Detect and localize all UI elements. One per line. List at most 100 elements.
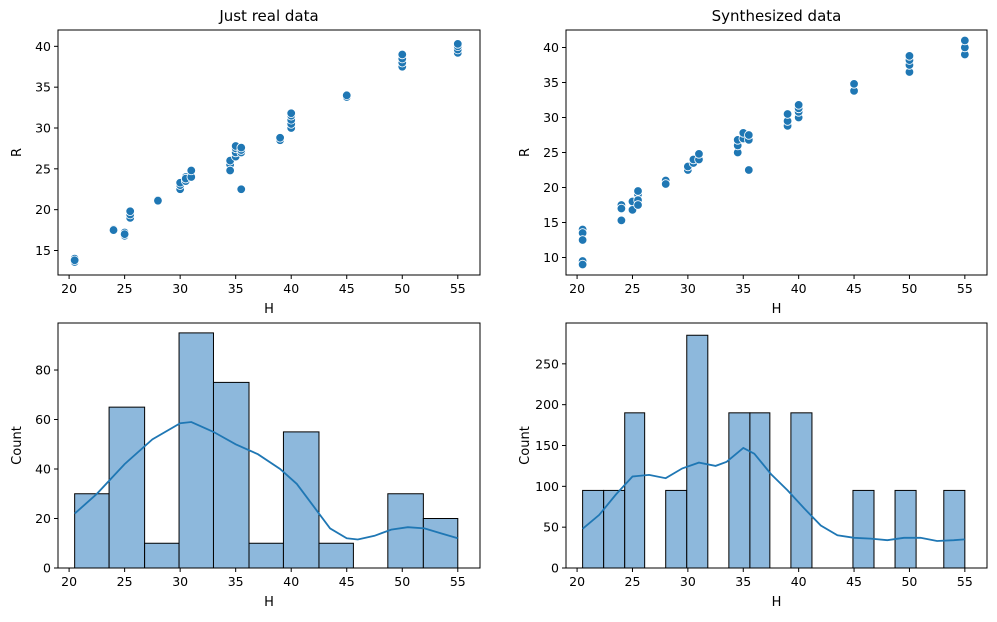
x-tick-label: 45 xyxy=(339,574,355,589)
scatter-point xyxy=(577,235,588,245)
histogram-bar xyxy=(387,493,424,569)
y-tick-label: 200 xyxy=(535,397,559,412)
chart-title: Synthesized data xyxy=(712,7,842,25)
histogram-bar xyxy=(582,489,605,569)
y-axis-label: Count xyxy=(518,426,533,465)
y-tick-label: 15 xyxy=(543,215,559,230)
y-tick-label: 35 xyxy=(35,80,51,95)
x-tick-label: 50 xyxy=(901,281,917,296)
histogram-bar xyxy=(603,489,626,569)
y-tick-label: 40 xyxy=(35,462,51,477)
histogram-bar xyxy=(943,489,966,569)
axes-frame xyxy=(57,322,481,569)
y-tick-label: 0 xyxy=(551,561,559,576)
scatter-point xyxy=(236,184,246,194)
kde-line xyxy=(582,446,965,542)
x-tick-label: 40 xyxy=(791,574,807,589)
y-axis-label: Count xyxy=(10,426,25,465)
y-tick-label: 50 xyxy=(543,520,559,535)
x-tick-label: 20 xyxy=(61,281,77,296)
histogram-bar xyxy=(178,332,214,569)
scatter-point xyxy=(125,206,135,217)
y-tick-label: 30 xyxy=(543,110,559,125)
scatter-point xyxy=(744,165,754,175)
histogram-bar xyxy=(144,542,180,569)
scatter-point xyxy=(397,49,407,60)
scatter-point xyxy=(616,203,627,214)
histogram-bar xyxy=(894,489,917,569)
histogram-bar xyxy=(665,489,688,569)
x-tick-label: 55 xyxy=(957,281,973,296)
scatter-plot-synthesized: 20 25 30 35 40 45 50 55 10 15 20 25 30 35 40 H R Synthesi… xyxy=(518,7,988,317)
kde-line xyxy=(74,421,459,541)
scatter-point xyxy=(186,165,196,176)
x-tick-label: 40 xyxy=(283,281,299,296)
y-tick-label: 25 xyxy=(35,161,51,176)
y-tick-label: 40 xyxy=(543,40,559,55)
x-tick-label: 25 xyxy=(625,281,641,296)
histogram-bar xyxy=(686,334,709,569)
histogram-bar xyxy=(422,518,459,569)
histogram-bar xyxy=(749,412,771,569)
y-tick-label: 15 xyxy=(35,243,51,258)
axes-frame xyxy=(565,29,988,276)
scatter-point xyxy=(119,229,130,239)
x-tick-label: 45 xyxy=(339,281,355,296)
scatter-point xyxy=(616,215,627,226)
scatter-plot-real: 20 25 30 35 40 45 50 55 15 20 25 30 35 40 H R Just real … xyxy=(10,7,481,317)
y-tick-label: 10 xyxy=(543,250,559,265)
scatter-point xyxy=(69,255,80,265)
x-tick-label: 35 xyxy=(228,574,244,589)
x-tick-label: 30 xyxy=(172,574,188,589)
scatter-point xyxy=(633,186,643,196)
histogram-bar xyxy=(790,412,813,569)
y-tick-label: 35 xyxy=(543,75,559,90)
scatter-point xyxy=(793,100,804,110)
x-tick-label: 55 xyxy=(450,574,466,589)
scatter-point xyxy=(694,149,704,159)
x-axis-label: H xyxy=(772,595,782,610)
x-tick-label: 30 xyxy=(172,281,188,296)
histogram-synthesized: 20 25 30 35 40 45 50 55 0 50 100 150 200 250 H Count xyxy=(518,322,988,610)
y-tick-label: 20 xyxy=(35,511,51,526)
histogram-bar xyxy=(74,493,110,569)
scatter-point xyxy=(342,90,352,101)
axes-frame xyxy=(57,29,481,276)
y-tick-label: 40 xyxy=(35,39,51,54)
y-tick-label: 150 xyxy=(535,438,559,453)
y-tick-label: 100 xyxy=(535,479,559,494)
y-tick-label: 60 xyxy=(35,412,51,427)
x-axis-label: H xyxy=(264,595,274,610)
histogram-bar xyxy=(108,406,146,569)
histogram-bar xyxy=(212,381,250,569)
scatter-point xyxy=(782,109,793,119)
x-axis-label: H xyxy=(772,302,782,317)
x-tick-label: 45 xyxy=(846,281,862,296)
histogram-bar xyxy=(852,489,875,569)
x-tick-label: 25 xyxy=(625,574,641,589)
histogram-bar xyxy=(248,542,284,569)
scatter-point xyxy=(744,130,754,140)
y-tick-label: 250 xyxy=(535,356,559,371)
x-tick-label: 35 xyxy=(228,281,244,296)
scatter-point xyxy=(661,179,671,189)
x-tick-label: 55 xyxy=(957,574,973,589)
scatter-point xyxy=(286,108,296,119)
scatter-point xyxy=(236,142,246,153)
x-tick-label: 20 xyxy=(61,574,77,589)
scatter-point xyxy=(633,200,643,210)
y-tick-label: 25 xyxy=(543,145,559,160)
y-tick-label: 30 xyxy=(35,121,51,136)
y-axis-label: R xyxy=(518,148,533,157)
scatter-point xyxy=(904,51,915,61)
x-tick-label: 50 xyxy=(901,574,917,589)
x-tick-label: 20 xyxy=(569,281,585,296)
x-tick-label: 35 xyxy=(735,574,751,589)
scatter-point xyxy=(849,79,859,89)
x-tick-label: 40 xyxy=(283,574,299,589)
x-tick-label: 45 xyxy=(846,574,862,589)
scatter-point xyxy=(577,259,588,270)
x-tick-label: 25 xyxy=(117,574,133,589)
scatter-point xyxy=(275,133,285,143)
